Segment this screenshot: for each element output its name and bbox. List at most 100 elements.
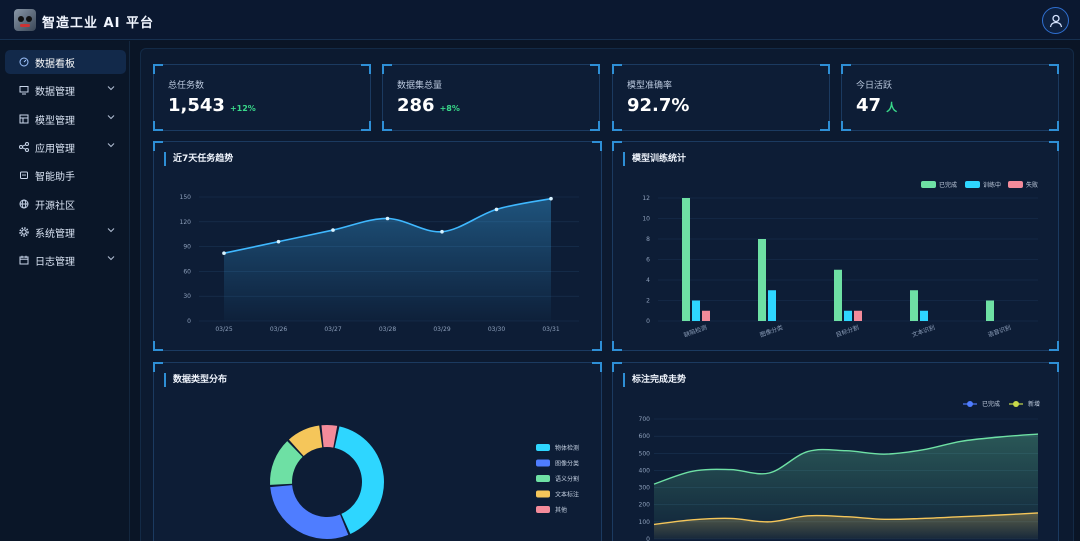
x-tick-label: 03/30 (488, 326, 505, 333)
sidebar-item-1[interactable]: 数据管理 (5, 78, 126, 102)
user-avatar-button[interactable] (1042, 7, 1069, 34)
sidebar-item-label: 模型管理 (35, 115, 75, 127)
x-tick-label: 03/26 (270, 326, 287, 333)
sidebar-item-7[interactable]: 日志管理 (5, 248, 126, 272)
x-tick-label: 目标分割 (835, 323, 860, 339)
legend-marker (1013, 401, 1019, 407)
y-tick-label: 100 (639, 519, 651, 526)
legend-label: 训练中 (983, 181, 1001, 189)
app-logo (14, 9, 36, 31)
sidebar-item-label: 应用管理 (35, 143, 75, 155)
x-tick-label: 图像分类 (759, 323, 784, 339)
y-tick-label: 12 (642, 195, 650, 202)
sidebar-item-3[interactable]: 应用管理 (5, 135, 126, 159)
x-tick-label: 03/31 (542, 326, 559, 333)
chevron-down-icon[interactable] (107, 141, 115, 149)
data-type-panel: 数据类型分布 物体检测 图像分类 语义分割 文本标注 其他 (153, 362, 602, 541)
stat-card: 总任务数 1,543 +12% (153, 64, 371, 131)
sidebar-item-0[interactable]: 数据看板 (5, 50, 126, 74)
series-line (653, 512, 1039, 526)
y-tick-label: 6 (646, 257, 650, 264)
bar (920, 310, 928, 321)
top-header: 智造工业 AI 平台 (0, 0, 1080, 40)
legend-swatch (536, 490, 550, 498)
x-tick-label: 文本识别 (911, 323, 936, 339)
bar (692, 300, 700, 321)
pie-slice (270, 485, 349, 539)
x-tick-label: 缺陷检测 (683, 323, 708, 339)
pie-slice (270, 441, 303, 485)
stat-card: 今日活跃 47 人 (841, 64, 1059, 131)
stat-value: 47 人 (856, 95, 897, 116)
sidebar-item-4[interactable]: 智能助手 (5, 163, 126, 187)
legend-marker (967, 401, 973, 407)
legend-swatch (536, 444, 550, 451)
chevron-down-icon[interactable] (107, 113, 115, 121)
y-tick-label: 700 (639, 416, 651, 423)
sidebar-item-label: 开源社区 (35, 200, 75, 212)
y-tick-label: 2 (646, 298, 650, 305)
legend-label: 失败 (1026, 181, 1038, 189)
y-tick-label: 0 (646, 318, 650, 325)
pie-slice (334, 426, 385, 534)
panel-title: 近7天任务趋势 (164, 152, 233, 166)
legend-swatch (1008, 181, 1023, 188)
stat-label: 今日活跃 (856, 81, 893, 91)
trend-point (385, 216, 390, 221)
stat-delta: +12% (229, 104, 256, 113)
annotation-trend-chart: 0 100 200 300 400 500 600 700 已完成 新增 (639, 400, 1040, 541)
sidebar-item-label: 数据管理 (35, 87, 75, 99)
trend-point (440, 229, 444, 234)
sidebar: 数据看板数据管理模型管理应用管理智能助手开源社区系统管理日志管理 (0, 41, 130, 541)
legend-swatch (536, 459, 550, 467)
stat-value: 1,543 +12% (168, 95, 256, 116)
y-tick-label: 0 (646, 536, 650, 541)
sidebar-item-label: 系统管理 (35, 228, 75, 240)
series-area (654, 434, 1038, 539)
chevron-down-icon[interactable] (107, 226, 115, 234)
legend-swatch (921, 181, 936, 188)
sidebar-item-label: 数据看板 (35, 59, 75, 70)
y-tick-label: 60 (183, 268, 191, 275)
y-tick-label: 400 (639, 467, 651, 474)
annotation-trend-panel: 标注完成走势 0 100 200 300 400 500 600 700 已完成 新增 (612, 362, 1059, 541)
globe-icon (19, 199, 29, 208)
legend-swatch (536, 475, 550, 482)
stat-card: 模型准确率 92.7% (612, 64, 830, 131)
gear-icon (19, 227, 29, 237)
stat-number: 47 (856, 95, 882, 116)
bar (758, 239, 766, 321)
sidebar-item-5[interactable]: 开源社区 (5, 192, 126, 216)
chevron-down-icon[interactable] (107, 254, 115, 262)
sidebar-item-label: 日志管理 (35, 257, 75, 269)
bar (910, 290, 918, 321)
chevron-down-icon[interactable] (107, 84, 115, 92)
panel-title: 模型训练统计 (623, 152, 686, 166)
legend-label: 图像分类 (555, 460, 579, 468)
stat-number: 286 (397, 95, 435, 116)
bar (986, 300, 994, 321)
bar (854, 310, 862, 321)
trend-area (224, 198, 551, 321)
series-line (653, 433, 1039, 485)
y-tick-label: 150 (180, 194, 192, 201)
monitor-icon (19, 86, 29, 95)
x-tick-label: 03/25 (215, 326, 232, 333)
y-tick-label: 0 (187, 318, 191, 325)
robot-icon (20, 171, 28, 180)
sidebar-item-2[interactable]: 模型管理 (5, 107, 126, 131)
y-tick-label: 8 (646, 236, 650, 243)
x-tick-label: 03/28 (379, 326, 396, 333)
y-tick-label: 120 (180, 219, 192, 226)
stat-label: 总任务数 (168, 81, 205, 91)
trend-point (494, 207, 499, 212)
legend-label: 已完成 (939, 181, 957, 189)
task-trend-chart: 0 30 60 90 120 150 03/25 03/26 03/27 03/28 03/29 03… (180, 194, 579, 333)
stat-number: 92.7% (627, 95, 690, 116)
stat-value: 286 +8% (397, 95, 460, 116)
x-tick-label: 03/27 (324, 326, 341, 333)
bar (768, 290, 776, 321)
trend-point (331, 228, 335, 232)
y-tick-label: 200 (639, 502, 651, 509)
sidebar-item-6[interactable]: 系统管理 (5, 220, 126, 244)
